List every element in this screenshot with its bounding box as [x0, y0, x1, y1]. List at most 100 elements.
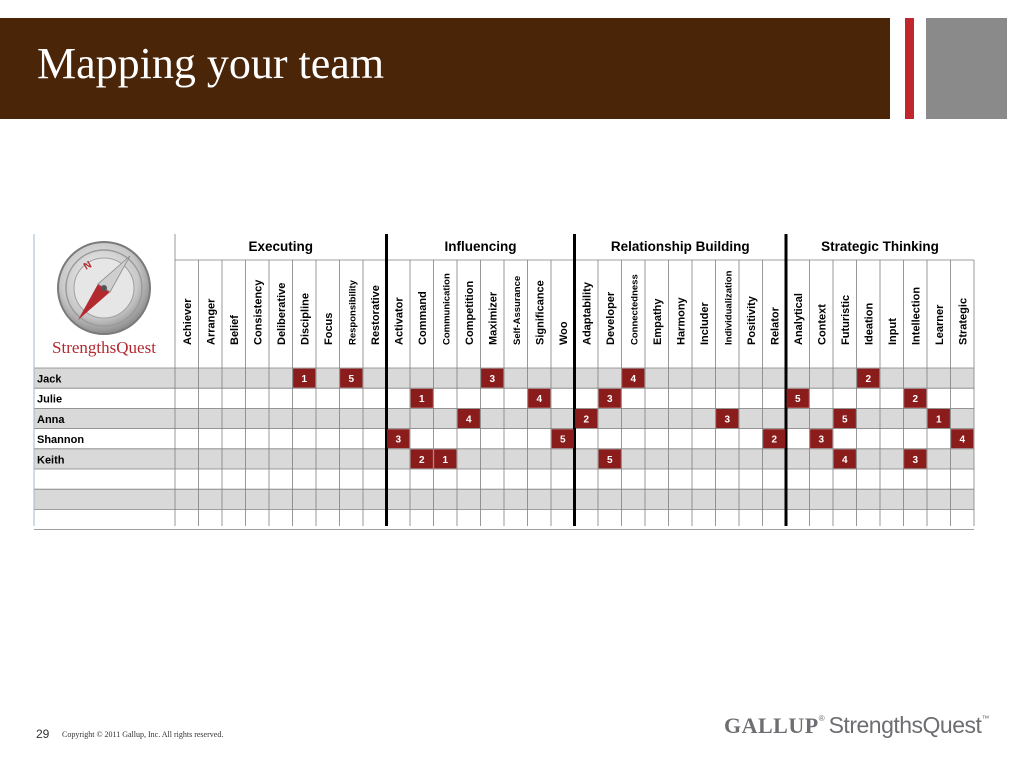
rank-value: 3 [607, 394, 613, 405]
rank-value: 5 [607, 455, 613, 466]
rank-value: 2 [583, 414, 589, 425]
row-name-jack: Jack [37, 374, 62, 386]
rank-value: 4 [466, 414, 472, 425]
rank-value: 4 [842, 455, 848, 466]
rank-value: 3 [724, 414, 730, 425]
slide-title: Mapping your team [37, 39, 385, 88]
column-header-self-assurance: Self-Assurance [512, 276, 523, 345]
rank-value: 3 [395, 435, 401, 446]
column-header-individualization: Individualization [723, 270, 734, 345]
rank-value: 2 [865, 374, 871, 385]
rank-value: 1 [301, 374, 307, 385]
gallup-wordmark: GALLUP [724, 713, 819, 738]
rank-cell [340, 368, 363, 388]
rank-cell [387, 429, 410, 449]
rank-value: 3 [489, 374, 495, 385]
row-name-julie: Julie [37, 394, 62, 406]
logo-wordmark: StrengthsQuest [52, 338, 156, 357]
column-header-activator: Activator [393, 297, 405, 345]
column-header-adaptability: Adaptability [581, 281, 593, 345]
rank-value: 4 [959, 435, 965, 446]
column-header-intellection: Intellection [910, 287, 922, 345]
rank-value: 5 [795, 394, 801, 405]
column-header-responsibility: Responsibility [347, 279, 358, 345]
gallup-strengthsquest-brand: GALLUP® StrengthsQuest™ [724, 712, 990, 738]
column-header-restorative: Restorative [370, 285, 382, 345]
rank-value: 4 [630, 374, 636, 385]
rank-value: 5 [842, 414, 848, 425]
column-header-includer: Includer [699, 301, 711, 345]
rank-value: 4 [536, 394, 542, 405]
column-header-competition: Competition [464, 281, 476, 345]
rank-cell [410, 449, 433, 469]
rank-cell [528, 388, 551, 408]
copyright-notice: Copyright © 2011 Gallup, Inc. All rights… [62, 730, 224, 739]
column-header-woo: Woo [558, 321, 570, 345]
column-header-focus: Focus [323, 313, 335, 345]
rank-cell [293, 368, 316, 388]
rank-cell [951, 429, 974, 449]
strengthsquest-wordmark: StrengthsQuest [828, 712, 982, 738]
column-header-input: Input [887, 318, 899, 345]
column-header-communication: Communication [441, 273, 452, 345]
column-header-ideation: Ideation [863, 303, 875, 345]
rank-cell [927, 409, 950, 428]
column-header-connectedness: Connectedness [629, 274, 640, 345]
rank-cell [904, 388, 927, 408]
group-header-influencing: Influencing [445, 239, 517, 254]
rank-value: 1 [442, 455, 448, 466]
rank-cell [810, 429, 833, 449]
column-header-futuristic: Futuristic [840, 295, 852, 345]
title-bar [0, 18, 890, 119]
column-header-context: Context [816, 304, 828, 345]
rank-cell [622, 368, 645, 388]
rank-cell [786, 388, 809, 408]
column-header-relator: Relator [769, 306, 781, 345]
column-header-developer: Developer [605, 291, 617, 345]
page-number: 29 [36, 727, 50, 741]
rank-cell [598, 388, 621, 408]
rank-value: 3 [818, 435, 824, 446]
strengthsquest-logo: N StrengthsQuest [34, 234, 174, 368]
column-header-deliberative: Deliberative [276, 283, 288, 345]
rank-cell [904, 449, 927, 469]
rank-value: 5 [560, 435, 566, 446]
group-header-executing: Executing [248, 239, 313, 254]
rank-cell [833, 449, 856, 469]
rank-cell [598, 449, 621, 469]
group-header-strategic-thinking: Strategic Thinking [821, 239, 939, 254]
rank-cell [575, 409, 598, 428]
column-header-discipline: Discipline [299, 293, 311, 345]
rank-cell [763, 429, 786, 449]
accent-bar-gray [926, 18, 1007, 119]
rank-value: 3 [912, 455, 918, 466]
rank-cell [551, 429, 574, 449]
compass-icon: N [57, 241, 151, 335]
row-name-anna: Anna [37, 414, 65, 426]
rank-cell [434, 449, 457, 469]
rank-cell [457, 409, 480, 428]
rank-cell [833, 409, 856, 428]
rank-value: 2 [419, 455, 425, 466]
column-header-maximizer: Maximizer [487, 291, 499, 345]
svg-text:N: N [82, 259, 94, 272]
rank-cell [716, 409, 739, 428]
rank-cell [481, 368, 504, 388]
column-header-arranger: Arranger [205, 298, 217, 345]
column-header-achiever: Achiever [182, 298, 194, 345]
column-header-belief: Belief [229, 315, 241, 345]
column-header-learner: Learner [934, 304, 946, 345]
column-header-strategic: Strategic [957, 298, 969, 345]
column-header-positivity: Positivity [746, 295, 758, 345]
group-header-relationship-building: Relationship Building [611, 239, 750, 254]
row-name-keith: Keith [37, 454, 65, 466]
column-header-consistency: Consistency [252, 279, 264, 345]
column-header-significance: Significance [534, 280, 546, 345]
rank-cell [857, 368, 880, 388]
rank-value: 1 [419, 394, 425, 405]
column-header-empathy: Empathy [652, 298, 664, 345]
rank-value: 1 [936, 414, 942, 425]
column-header-harmony: Harmony [675, 296, 687, 345]
